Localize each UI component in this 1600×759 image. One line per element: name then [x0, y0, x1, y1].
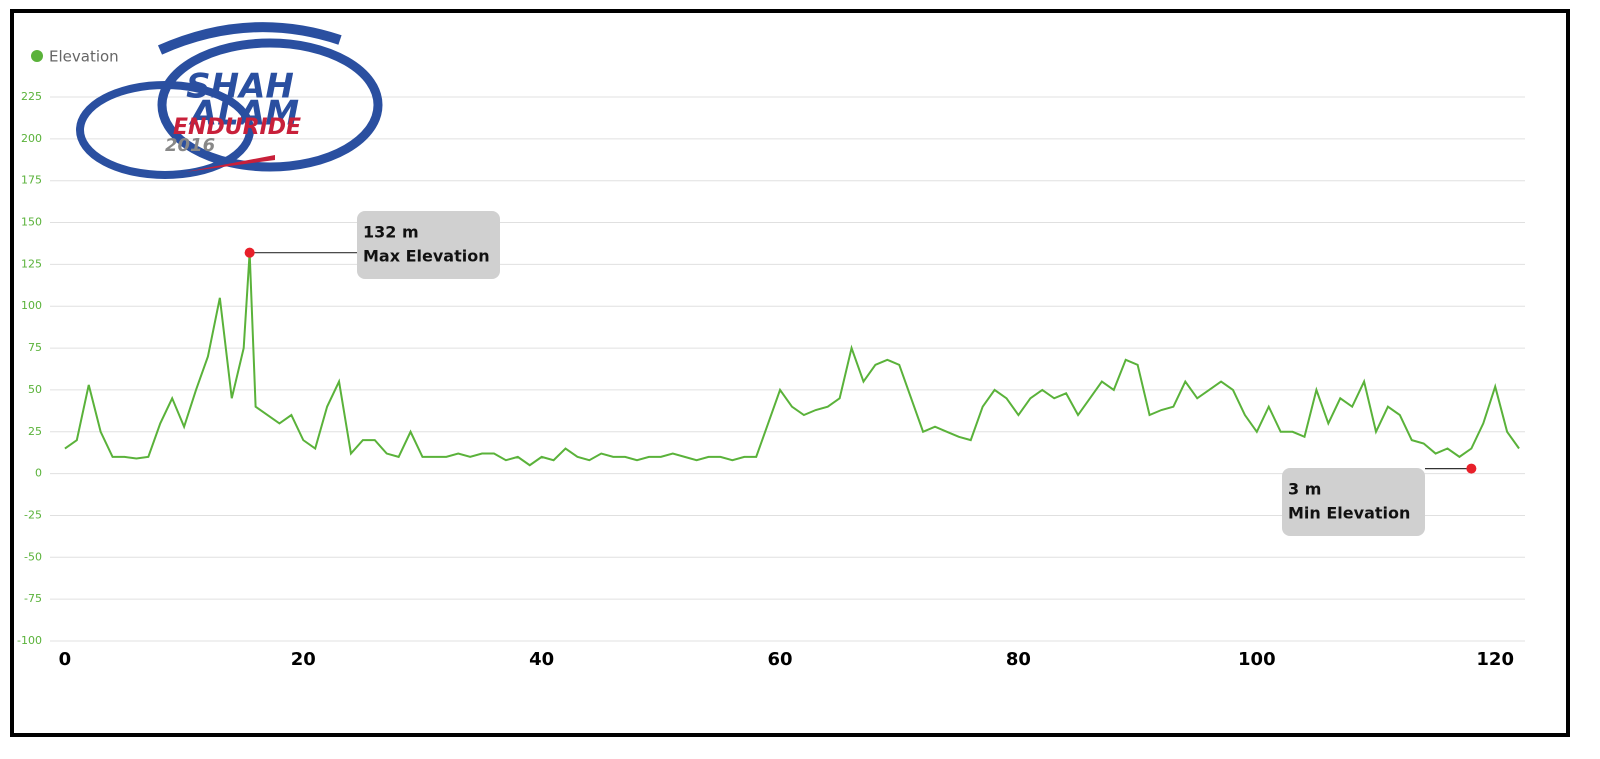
logo-text: SHAH	[186, 67, 294, 107]
logo-ring	[76, 81, 254, 179]
y-tick-label: 0	[35, 467, 42, 480]
y-tick-label: 175	[21, 174, 42, 187]
y-tick-label: 50	[28, 383, 42, 396]
logo-swoosh	[157, 22, 342, 55]
legend-marker	[31, 50, 43, 62]
x-tick-label: 100	[1238, 649, 1276, 670]
logo-swoosh	[185, 155, 275, 172]
x-tick-label: 80	[1006, 649, 1031, 670]
annotation-text: Min Elevation	[1288, 504, 1410, 523]
x-tick-label: 40	[529, 649, 554, 670]
legend-label: Elevation	[49, 48, 119, 66]
y-tick-label: -100	[17, 634, 42, 647]
x-tick-label: 60	[768, 649, 793, 670]
y-tick-label: -75	[24, 592, 42, 605]
x-tick-label: 0	[59, 649, 72, 670]
y-tick-label: -25	[24, 508, 42, 521]
logo-text: ALAM	[188, 94, 299, 134]
x-tick-label: 20	[291, 649, 316, 670]
annotation-box	[1282, 468, 1425, 536]
y-tick-label: 150	[21, 216, 42, 229]
annotation-dot	[1466, 463, 1477, 474]
y-tick-label: 75	[28, 341, 42, 354]
logo: SHAH ALAM ENDURIDE 2016	[76, 22, 383, 179]
elevation-line	[64, 252, 1520, 467]
y-tick-label: -50	[24, 550, 42, 563]
annotation-value: 132 m	[363, 223, 419, 242]
y-tick-label: 100	[21, 299, 42, 312]
y-tick-label: 200	[21, 132, 42, 145]
y-tick-label: 125	[21, 257, 42, 270]
logo-text: 2016	[165, 135, 215, 156]
x-tick-label: 120	[1476, 649, 1514, 670]
annotation-dot	[244, 247, 255, 258]
annotation-box	[357, 211, 500, 279]
annotation-value: 3 m	[1288, 480, 1321, 499]
logo-text: ENDURIDE	[173, 115, 301, 140]
frame	[10, 9, 1570, 737]
y-tick-label: 25	[28, 425, 42, 438]
annotation-text: Max Elevation	[363, 247, 490, 266]
logo-ring	[157, 38, 383, 172]
y-tick-label: 225	[21, 90, 42, 103]
